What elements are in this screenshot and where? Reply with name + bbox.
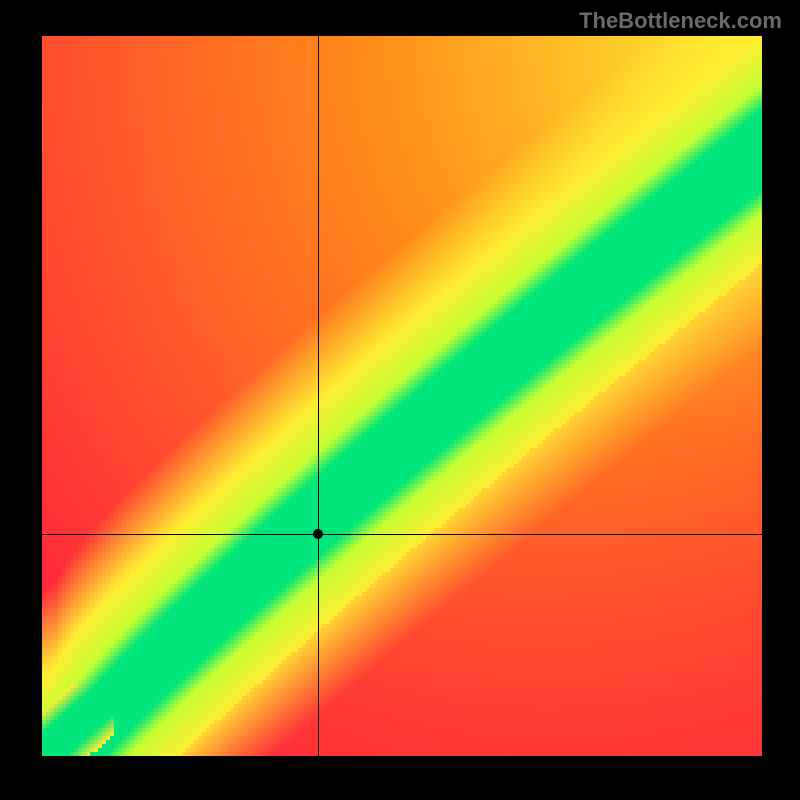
heatmap-canvas bbox=[42, 36, 762, 756]
chart-container: TheBottleneck.com bbox=[0, 0, 800, 800]
crosshair-vertical bbox=[318, 36, 319, 756]
watermark-text: TheBottleneck.com bbox=[579, 8, 782, 34]
crosshair-horizontal bbox=[42, 534, 762, 535]
plot-area bbox=[42, 36, 762, 756]
crosshair-marker bbox=[313, 529, 323, 539]
